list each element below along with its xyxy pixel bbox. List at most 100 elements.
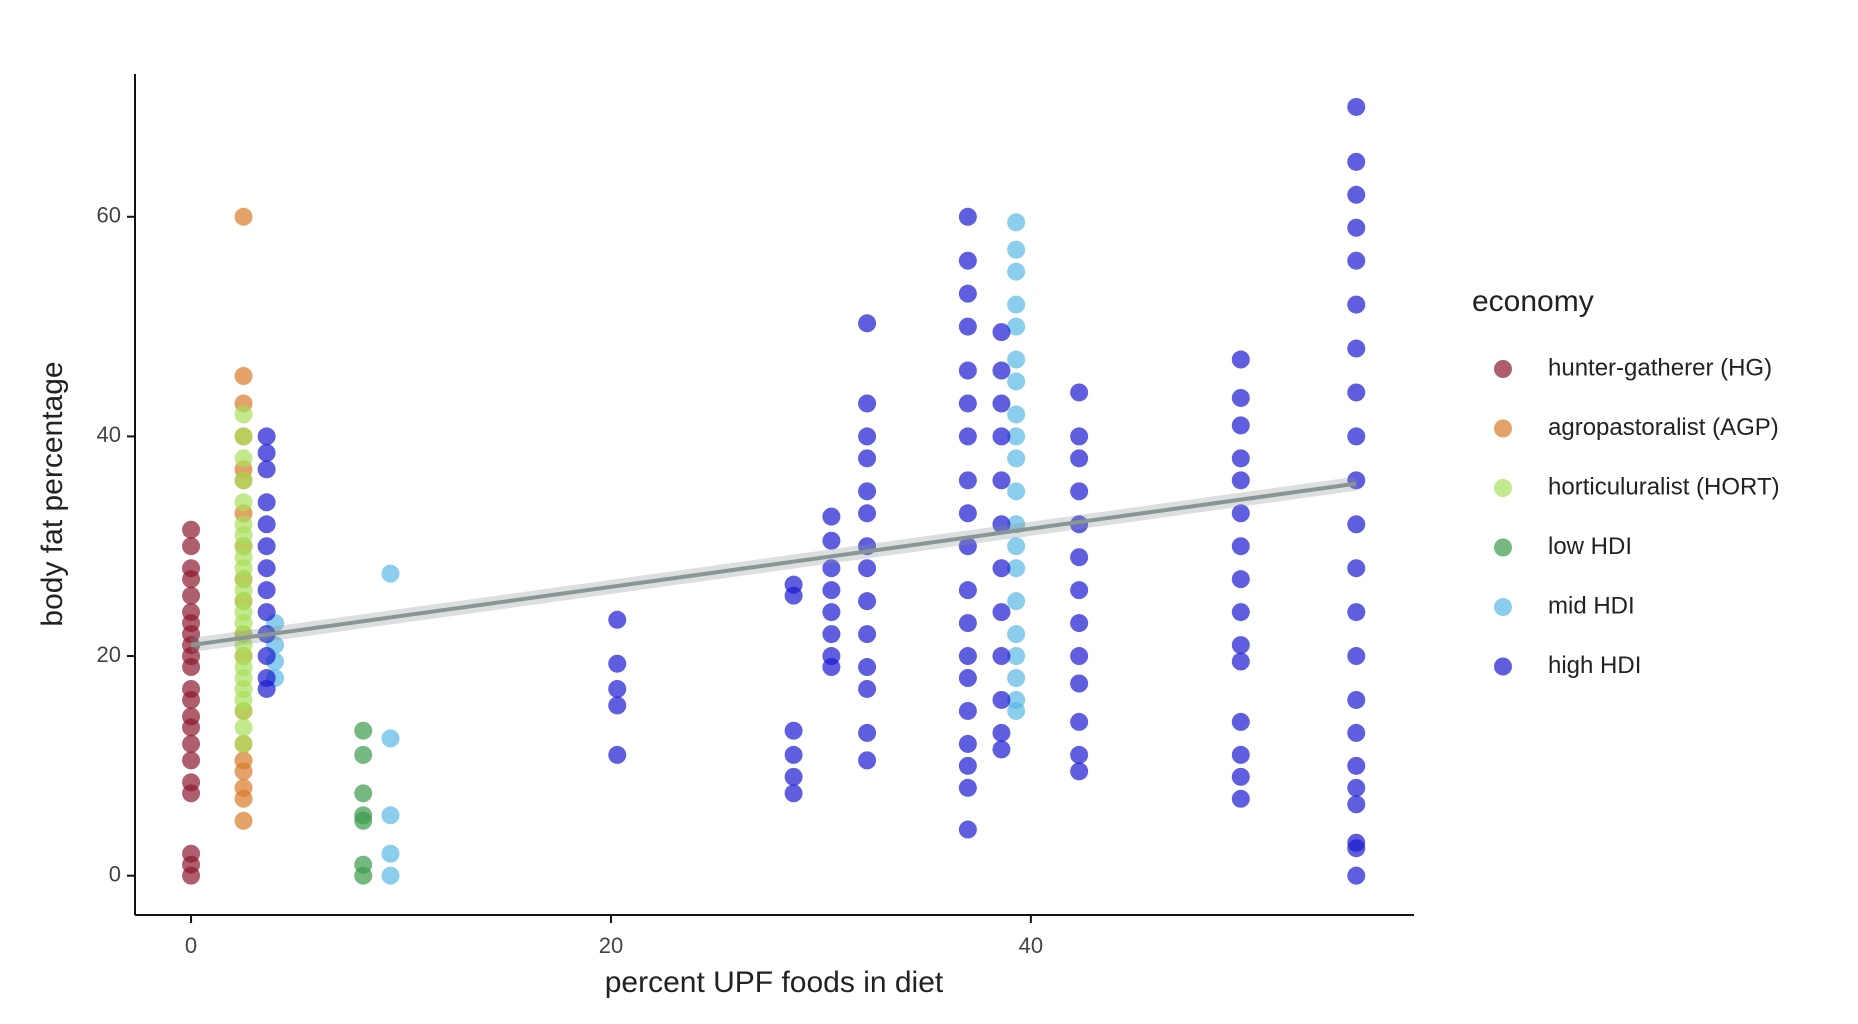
point <box>1347 778 1366 797</box>
point <box>257 515 276 534</box>
point <box>992 394 1011 413</box>
point <box>381 866 400 885</box>
point <box>958 647 977 666</box>
point <box>234 734 253 753</box>
point <box>1231 712 1250 731</box>
point <box>858 504 877 523</box>
point <box>234 811 253 830</box>
y-tick-label: 0 <box>109 861 121 886</box>
point <box>608 745 627 764</box>
point <box>958 284 977 303</box>
point <box>1347 152 1366 171</box>
point <box>958 251 977 270</box>
point <box>992 471 1011 490</box>
point <box>1347 515 1366 534</box>
legend-title: economy <box>1472 285 1594 318</box>
point <box>958 471 977 490</box>
point <box>234 778 253 797</box>
point <box>182 679 201 698</box>
point <box>992 690 1011 709</box>
point <box>257 559 276 578</box>
legend-marker <box>1494 479 1512 497</box>
point <box>992 647 1011 666</box>
point <box>257 581 276 600</box>
point <box>958 820 977 839</box>
point <box>822 531 841 550</box>
point <box>858 394 877 413</box>
point <box>182 586 201 605</box>
point <box>234 427 253 446</box>
point <box>784 767 803 786</box>
point <box>381 729 400 748</box>
point <box>1070 745 1089 764</box>
point <box>182 537 201 556</box>
point <box>992 723 1011 742</box>
point <box>958 701 977 720</box>
point <box>234 751 253 770</box>
point <box>1070 762 1089 781</box>
point <box>1347 603 1366 622</box>
point <box>784 745 803 764</box>
point <box>1007 372 1026 391</box>
point <box>992 603 1011 622</box>
point <box>1231 570 1250 589</box>
point <box>381 844 400 863</box>
point <box>1007 213 1026 232</box>
point <box>1070 614 1089 633</box>
legend-marker <box>1494 538 1512 557</box>
legend-marker <box>1494 360 1512 378</box>
point <box>257 537 276 556</box>
point <box>1231 449 1250 468</box>
point <box>608 610 627 629</box>
point <box>257 443 276 462</box>
point <box>1007 405 1026 424</box>
point <box>1347 833 1366 852</box>
point <box>1231 789 1250 808</box>
legend-label: low HDI <box>1548 533 1632 560</box>
point <box>1347 97 1366 116</box>
point <box>1347 756 1366 775</box>
point <box>257 603 276 622</box>
point <box>1070 674 1089 693</box>
point <box>1007 537 1026 556</box>
point <box>1007 262 1026 281</box>
x-axis-title: percent UPF foods in diet <box>605 966 944 999</box>
point <box>1231 603 1250 622</box>
point <box>234 515 253 534</box>
point <box>257 669 276 688</box>
point <box>257 427 276 446</box>
point <box>858 723 877 742</box>
point <box>858 449 877 468</box>
point <box>822 603 841 622</box>
point <box>958 537 977 556</box>
point <box>858 314 877 333</box>
trend-line <box>190 481 1357 648</box>
point <box>1231 350 1250 369</box>
point <box>1347 647 1366 666</box>
point <box>1231 767 1250 786</box>
point <box>1231 388 1250 407</box>
point <box>958 207 977 226</box>
point <box>958 317 977 336</box>
point <box>858 592 877 611</box>
point <box>608 679 627 698</box>
point <box>992 323 1011 342</box>
point <box>182 559 201 578</box>
y-tick-label: 60 <box>97 203 121 228</box>
point <box>1070 427 1089 446</box>
point <box>1347 427 1366 446</box>
point <box>1231 504 1250 523</box>
point <box>1070 383 1089 402</box>
point <box>234 449 253 468</box>
point <box>858 559 877 578</box>
point <box>958 427 977 446</box>
point <box>958 394 977 413</box>
point <box>1231 652 1250 671</box>
point <box>1007 669 1026 688</box>
point <box>858 679 877 698</box>
point <box>1007 625 1026 644</box>
point <box>354 721 373 740</box>
point <box>1070 449 1089 468</box>
y-axis-title: body fat percentage <box>36 361 69 626</box>
